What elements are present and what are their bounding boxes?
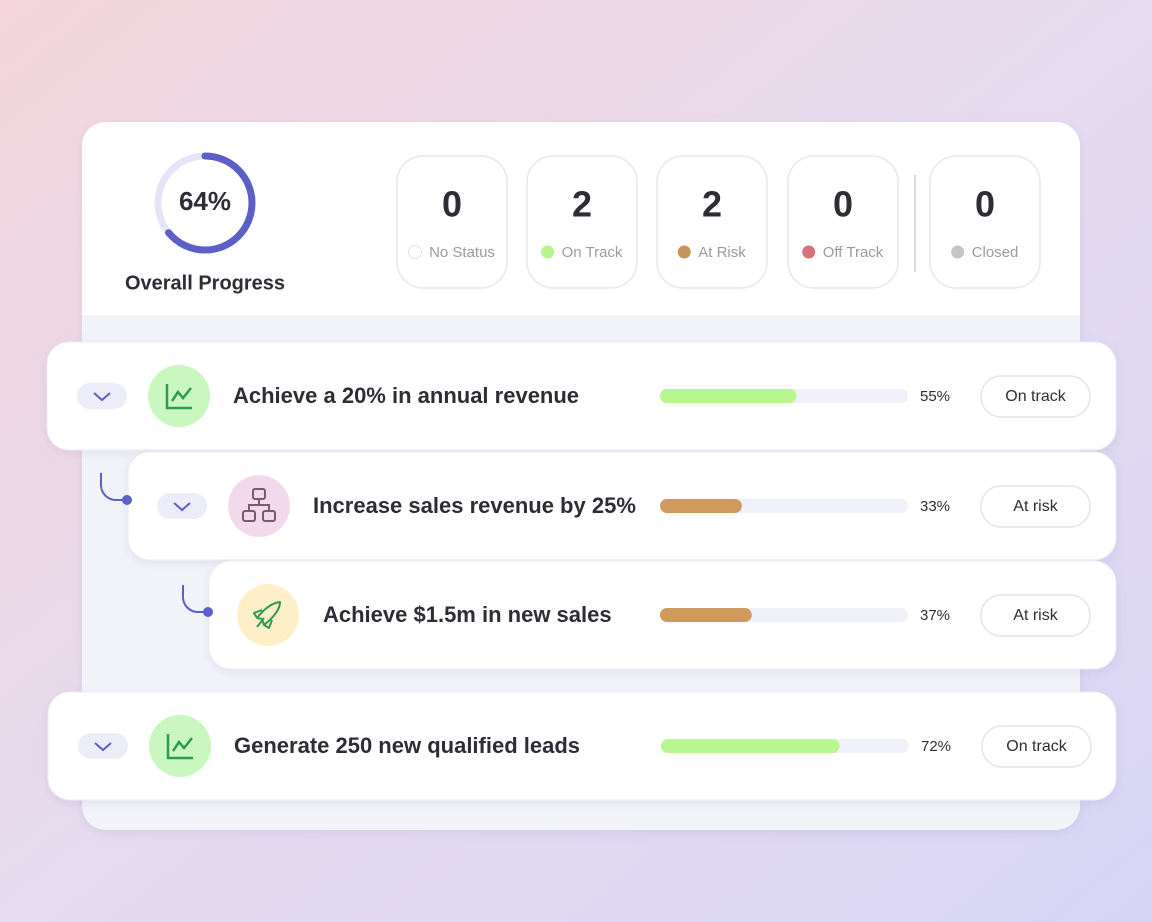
expand-button[interactable] [78,733,128,759]
status-dot [408,245,423,259]
goal-icon [242,488,276,522]
status-legend: Off Track [802,244,884,261]
progress-fill [661,739,840,753]
status-box [396,155,508,289]
goal-row [46,341,1117,451]
chevron [93,392,111,402]
overall-label: Overall Progress [125,272,285,294]
status-count: 0 [442,184,462,225]
status-button-label: At risk [1013,498,1058,515]
goal-icon-bg [237,584,299,646]
status-legend: Closed [951,244,1018,261]
ring-label: 64% [179,186,231,216]
goal-title: Achieve $1.5m in new sales [323,602,612,627]
goal-row [47,691,1117,801]
status-legend: On Track [541,244,623,261]
goal-icon [165,384,192,410]
status-dot [541,245,555,259]
status-label: Off Track [823,244,884,261]
status-count: 0 [833,184,853,225]
status-legend: No Status [408,244,495,261]
goal-title: Generate 250 new qualified leads [234,733,580,758]
status-button[interactable] [980,485,1091,528]
goal-row [127,451,1117,561]
status-dot [677,245,691,259]
status-count: 2 [572,184,592,225]
status-button-label: At risk [1013,607,1058,624]
progress-label: 37% [920,607,950,624]
status-button[interactable] [980,375,1091,418]
status-label: At Risk [698,244,746,261]
expand-button[interactable] [77,383,127,409]
status-button-label: On track [1006,738,1067,755]
status-button[interactable] [980,594,1091,637]
status-legend: At Risk [677,244,746,261]
goal-title: Achieve a 20% in annual revenue [233,383,579,408]
status-dot [802,245,816,259]
progress-label: 33% [920,498,950,515]
connector-dot [203,607,213,617]
goal-icon-bg [148,365,210,427]
goal-icon [253,601,281,629]
connector [100,473,126,501]
status-label: Closed [972,244,1019,261]
progress-label: 55% [920,388,950,405]
chevron [173,502,191,512]
status-button[interactable] [981,725,1092,768]
status-box [526,155,638,289]
connector [182,585,208,613]
expand-button[interactable] [157,493,207,519]
goal-icon-bg [149,715,211,777]
progress-fill [660,499,742,513]
progress-label: 72% [921,738,951,755]
progress-fill [660,389,797,403]
status-count: 2 [702,184,722,225]
status-label: On Track [562,244,623,261]
goal-icon [166,734,193,760]
status-dot [951,245,965,259]
chevron [94,742,112,752]
status-box [787,155,899,289]
status-label: No Status [429,244,495,261]
status-button-label: On track [1005,388,1066,405]
connector-dot [122,495,132,505]
ring-progress [154,152,256,254]
progress-fill [660,608,752,622]
status-count: 0 [975,184,995,225]
goal-title: Increase sales revenue by 25% [313,493,636,518]
